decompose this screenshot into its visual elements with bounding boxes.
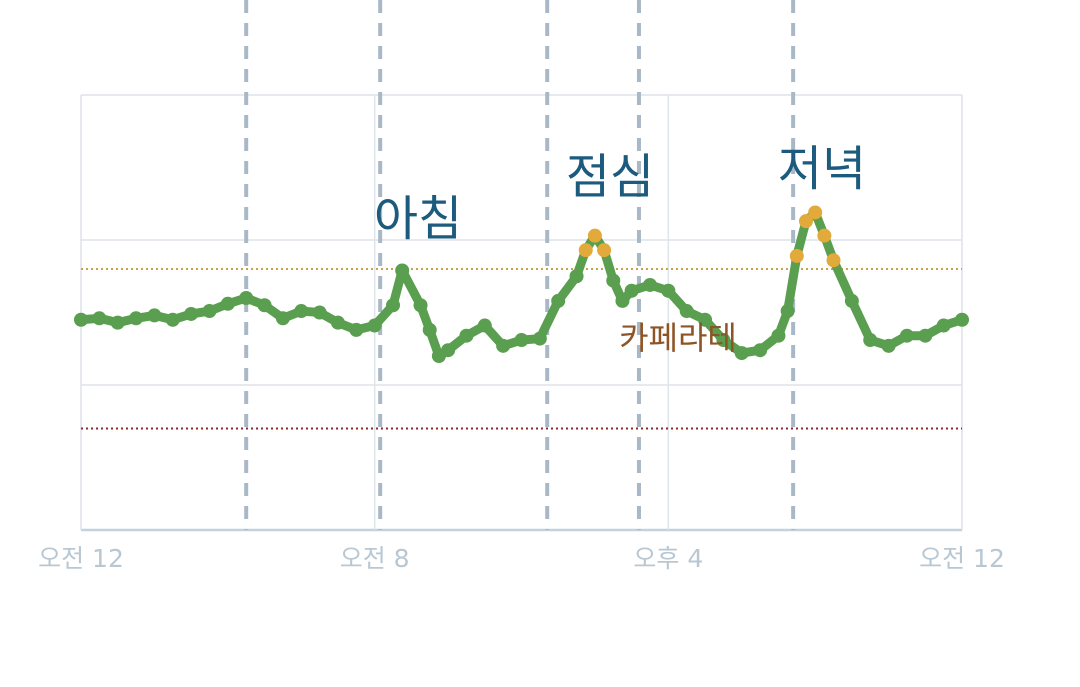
- data-point: [367, 318, 382, 333]
- data-point: [202, 304, 217, 319]
- data-point: [615, 293, 630, 308]
- data-point: [184, 306, 199, 321]
- data-point: [808, 205, 823, 220]
- x-tick-label: 오전 12: [38, 544, 124, 573]
- data-point: [753, 343, 768, 358]
- data-point: [74, 312, 88, 327]
- data-point: [597, 243, 612, 258]
- data-point: [881, 338, 896, 353]
- data-point: [532, 331, 547, 346]
- data-point: [422, 322, 437, 337]
- data-point: [395, 263, 410, 278]
- data-point: [817, 228, 832, 243]
- x-tick-label: 오후 4: [633, 544, 703, 573]
- data-point: [771, 328, 786, 343]
- data-point: [734, 346, 749, 361]
- data-point: [698, 312, 713, 327]
- data-point: [844, 293, 859, 308]
- data-point: [330, 315, 345, 330]
- data-point: [780, 304, 795, 319]
- data-point: [257, 298, 272, 313]
- data-point: [312, 305, 327, 320]
- data-point: [789, 248, 804, 263]
- data-point: [349, 322, 364, 337]
- data-point: [129, 311, 144, 326]
- data-point: [294, 304, 309, 319]
- data-point: [918, 328, 933, 343]
- data-point: [459, 328, 474, 343]
- data-point: [165, 312, 180, 327]
- data-point: [496, 338, 511, 353]
- data-point: [239, 291, 254, 305]
- data-point: [826, 253, 841, 268]
- data-point: [514, 333, 529, 348]
- x-tick-label: 오전 8: [340, 544, 410, 573]
- data-point: [569, 269, 584, 284]
- data-point: [386, 298, 401, 313]
- data-point: [477, 318, 492, 333]
- data-point: [110, 315, 125, 330]
- data-point: [798, 214, 813, 229]
- annotation: 저녁: [778, 141, 866, 197]
- data-point: [899, 328, 914, 343]
- x-tick-label: 오전 12: [919, 544, 1005, 573]
- data-point: [606, 273, 621, 288]
- annotation: 점심: [566, 149, 654, 205]
- data-point: [716, 333, 731, 348]
- data-point: [624, 283, 639, 298]
- data-point: [955, 312, 969, 327]
- data-point: [147, 308, 162, 323]
- annotation: 카페라테: [619, 319, 737, 357]
- data-point: [578, 243, 593, 258]
- data-point: [220, 296, 235, 311]
- data-point: [551, 293, 566, 308]
- data-point: [863, 333, 878, 348]
- data-point: [936, 318, 951, 333]
- data-point: [679, 304, 694, 319]
- data-point: [275, 311, 290, 326]
- data-point: [441, 343, 456, 358]
- annotation: 아침: [374, 191, 462, 247]
- data-point: [587, 228, 602, 243]
- data-point: [92, 311, 107, 326]
- data-point: [642, 277, 657, 292]
- data-point: [661, 283, 676, 298]
- data-point: [413, 298, 428, 313]
